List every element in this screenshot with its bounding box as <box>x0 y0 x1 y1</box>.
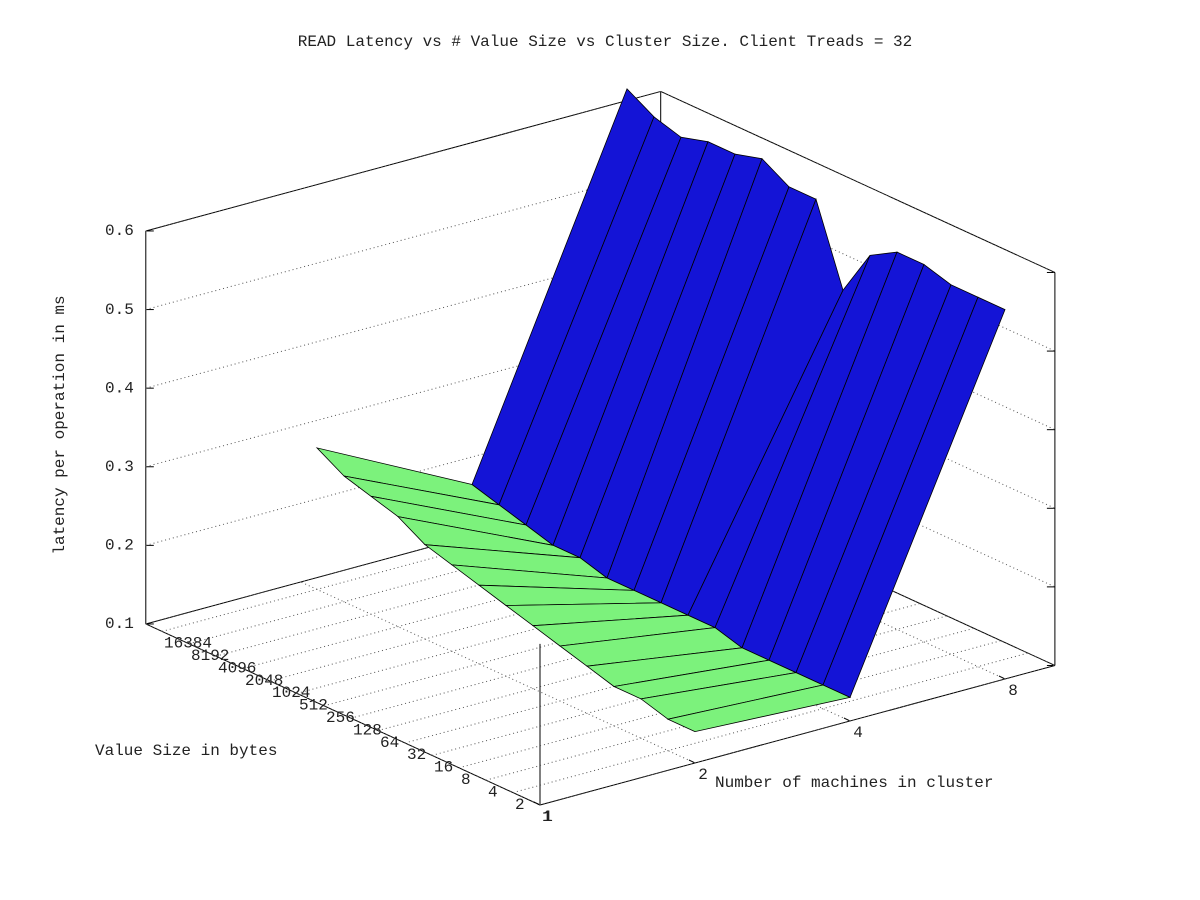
y-tick-label: 4 <box>853 724 863 742</box>
x-tick-label: 1024 <box>272 684 310 702</box>
chart-title: READ Latency vs # Value Size vs Cluster … <box>298 33 913 51</box>
x-tick-label: 512 <box>299 697 328 715</box>
y-tick <box>533 801 541 806</box>
z-tick-label: 0.4 <box>105 379 134 397</box>
y-axis-label: Number of machines in cluster <box>715 774 993 792</box>
x-tick-label: 2 <box>515 796 525 814</box>
x-tick-label: 64 <box>380 734 399 752</box>
grid-line <box>300 581 696 764</box>
z-tick-label: 0.3 <box>105 458 134 476</box>
surface-patch <box>666 684 852 733</box>
grid-line <box>458 627 975 769</box>
x-tick-label: 2048 <box>245 672 283 690</box>
x-tick-label: 32 <box>407 746 426 764</box>
y-tick-label: 2 <box>698 766 708 784</box>
z-tick-label: 0.6 <box>105 222 134 240</box>
grid-line <box>485 640 1002 781</box>
z-axis-label: latency per operation in ms <box>51 295 69 554</box>
y-tick <box>843 717 851 722</box>
grid-line <box>145 623 541 806</box>
grid-line <box>660 90 1056 273</box>
x-tick-label: 256 <box>326 709 355 727</box>
grid-line <box>145 169 661 311</box>
grid-line <box>145 90 661 232</box>
x-tick-label: 4096 <box>218 659 256 677</box>
x-tick-label: 16 <box>434 759 453 777</box>
x-tick-label: 8 <box>461 771 471 789</box>
y-tick <box>998 675 1006 680</box>
z-tick-label: 0.5 <box>105 301 134 319</box>
x-tick-label: 8192 <box>191 647 229 665</box>
x-axis-label: Value Size in bytes <box>95 742 277 760</box>
grid-line <box>539 664 1056 806</box>
x-tick-label: 16384 <box>164 635 212 653</box>
x-tick-label: 4 <box>488 783 498 801</box>
grid-line <box>512 652 1029 794</box>
z-tick-label: 0.2 <box>105 537 134 555</box>
x-tick-label: 128 <box>353 721 382 739</box>
z-tick-label: 0.1 <box>105 615 134 633</box>
y-tick-label: 8 <box>1008 682 1018 700</box>
y-tick <box>688 759 696 764</box>
x-tick-label: 1 <box>542 808 552 826</box>
y-tick-label: 1 <box>543 808 553 826</box>
